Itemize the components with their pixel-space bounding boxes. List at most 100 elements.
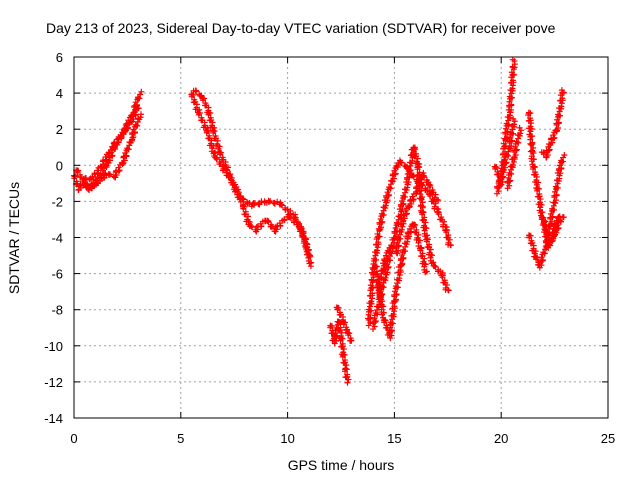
data-point [401, 193, 408, 200]
data-point [399, 260, 406, 267]
data-point [502, 164, 509, 171]
data-point [119, 160, 126, 167]
data-point [380, 303, 387, 310]
data-point [217, 151, 224, 158]
grid-lines [74, 57, 608, 418]
data-point [403, 210, 410, 217]
series-arc-11 [374, 170, 442, 296]
data-point [327, 324, 334, 331]
data-point [538, 254, 545, 261]
data-point [302, 242, 309, 249]
data-point [537, 204, 544, 211]
data-point [506, 98, 513, 105]
data-point [549, 139, 556, 146]
x-tick-label: 15 [387, 431, 401, 446]
data-point [500, 140, 507, 147]
data-point [406, 225, 413, 232]
data-point [287, 215, 294, 222]
data-point [210, 129, 217, 136]
data-point [340, 346, 347, 353]
data-point [492, 165, 499, 172]
y-tick-label: -14 [44, 411, 63, 426]
data-point [401, 215, 408, 222]
data-point [511, 121, 518, 128]
data-point [408, 200, 415, 207]
data-point [510, 115, 517, 122]
y-axis-label: SDTVAR / TECUs [6, 182, 22, 294]
data-point [422, 219, 429, 226]
data-point [418, 196, 425, 203]
data-point [390, 175, 397, 182]
data-point [195, 111, 202, 118]
data-point [507, 134, 514, 141]
data-point [369, 290, 376, 297]
data-point [339, 353, 346, 360]
data-point [265, 219, 272, 226]
series-arc-2 [77, 111, 145, 194]
data-point [544, 152, 551, 159]
data-point [335, 321, 342, 328]
data-point [382, 260, 389, 267]
data-point [267, 198, 274, 205]
data-point [541, 250, 548, 257]
data-point [371, 265, 378, 272]
data-point [443, 281, 450, 288]
data-point [509, 161, 516, 168]
data-point [508, 69, 515, 76]
series-arc-7 [333, 304, 355, 344]
data-point [85, 185, 92, 192]
data-point [509, 77, 516, 84]
x-tick-label: 0 [70, 431, 77, 446]
data-point [110, 140, 117, 147]
data-point [384, 269, 391, 276]
data-point [416, 183, 423, 190]
y-tick-label: 2 [56, 122, 63, 137]
y-tick-label: -8 [51, 303, 63, 318]
data-point [506, 169, 513, 176]
data-point [381, 319, 388, 326]
data-point [391, 167, 398, 174]
data-point [419, 211, 426, 218]
data-point [414, 166, 421, 173]
data-point [502, 156, 509, 163]
data-point [432, 200, 439, 207]
data-point [398, 197, 405, 204]
data-point [556, 162, 563, 169]
data-point [367, 282, 374, 289]
data-point [421, 255, 428, 262]
data-point [417, 176, 424, 183]
data-point [512, 143, 519, 150]
data-point [414, 155, 421, 162]
data-point [417, 247, 424, 254]
x-tick-label: 10 [280, 431, 294, 446]
data-point [502, 125, 509, 132]
data-point [555, 224, 562, 231]
data-point [443, 229, 450, 236]
data-point [528, 158, 535, 165]
data-point [244, 213, 251, 220]
data-point [549, 237, 556, 244]
data-point [539, 257, 546, 264]
data-point [397, 267, 404, 274]
series-arc-5 [190, 87, 314, 260]
data-point [376, 294, 383, 301]
data-point [129, 113, 136, 120]
series-arc-13 [493, 115, 518, 197]
y-tick-label: 4 [56, 86, 63, 101]
data-point [527, 128, 534, 135]
data-point [435, 197, 442, 204]
data-point [133, 101, 140, 108]
data-point [548, 235, 555, 242]
data-point [130, 134, 137, 141]
data-point [530, 150, 537, 157]
data-point [132, 111, 139, 118]
data-point [401, 248, 408, 255]
data-point [530, 144, 537, 151]
data-point [131, 129, 138, 136]
data-point [427, 192, 434, 199]
y-tick-label: -2 [51, 194, 63, 209]
data-point [203, 129, 210, 136]
data-point [188, 93, 195, 100]
data-point [375, 239, 382, 246]
